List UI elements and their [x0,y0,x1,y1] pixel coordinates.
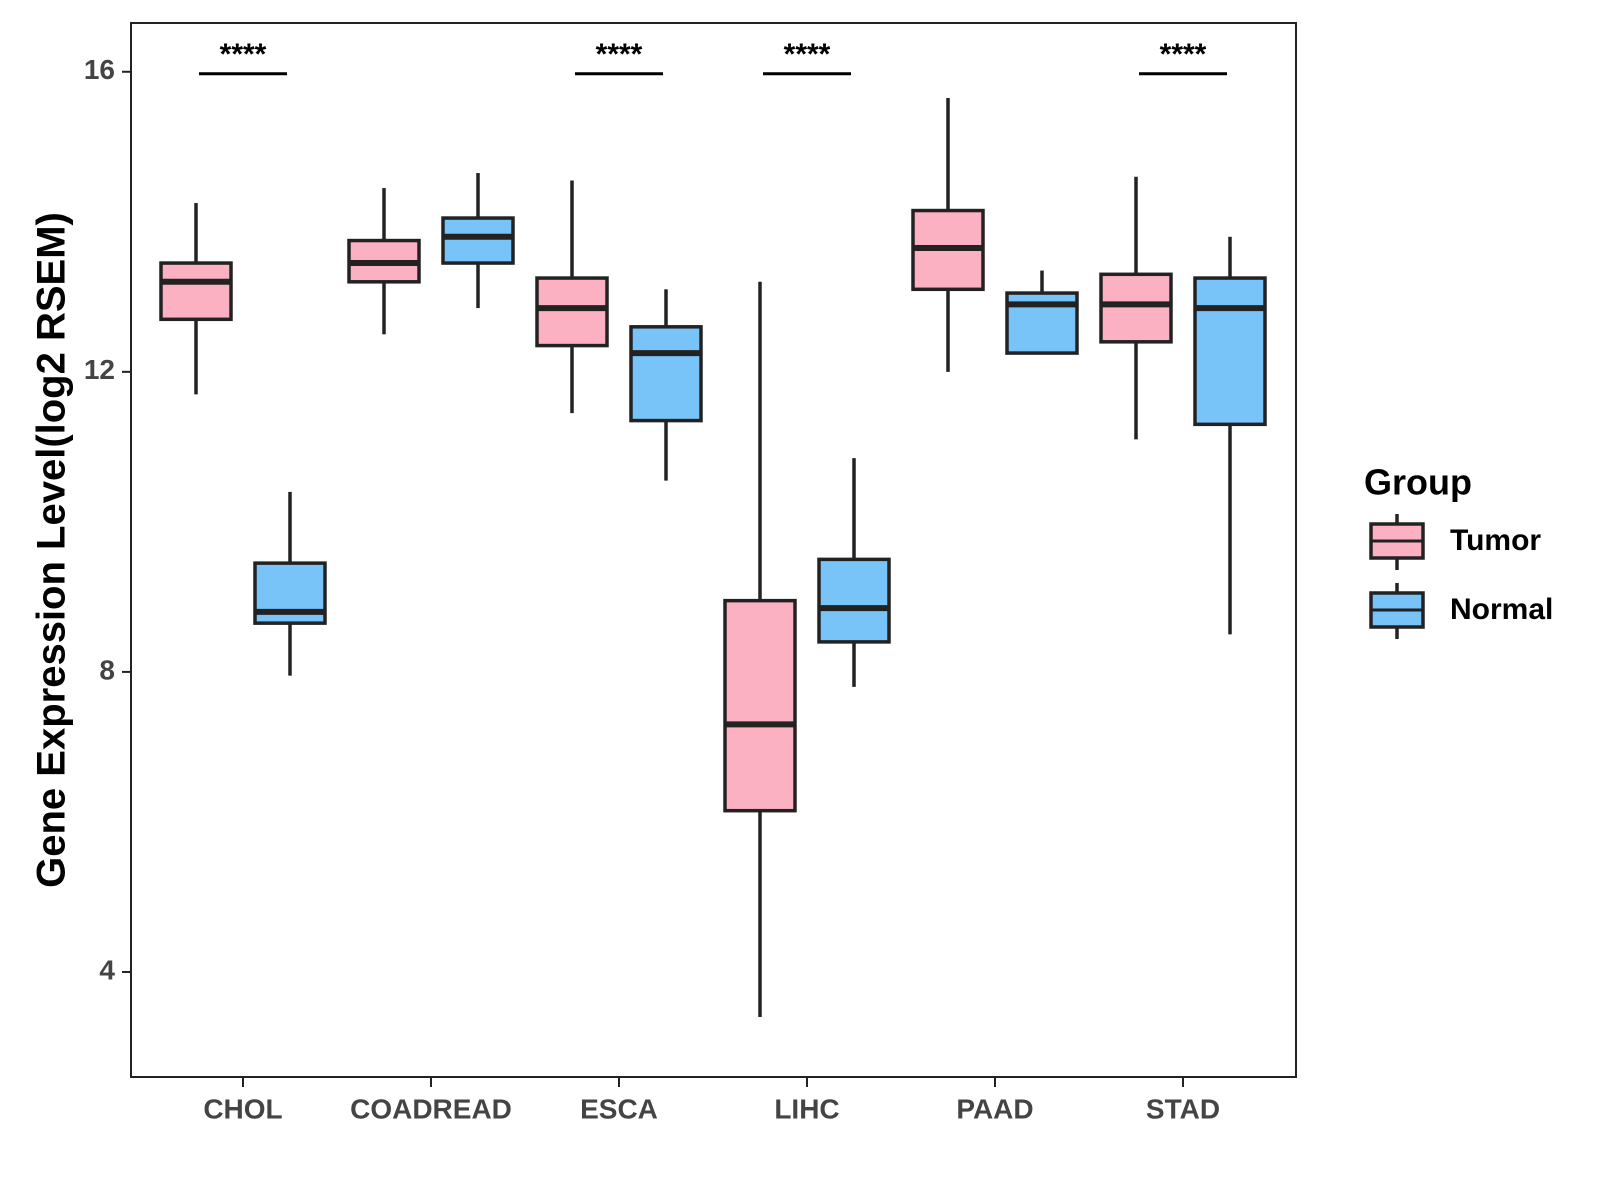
box-tumor-coadread [347,188,421,335]
box-normal-coadread [441,173,515,309]
x-tick-label: CHOL [203,1093,282,1124]
significance-lihc: **** [763,38,851,76]
y-tick-label: 4 [99,954,115,985]
series-normal [253,173,1267,687]
box-iqr [817,557,891,644]
legend-item-tumor: Tumor [1369,514,1541,570]
box-normal-stad [1193,236,1267,635]
x-axis: CHOL COADREAD ESCA LIHC PAAD STAD [203,1077,1220,1124]
box-iqr [1099,272,1173,344]
significance-label: **** [596,38,643,71]
x-tick-label: STAD [1146,1093,1220,1124]
box-iqr [1193,276,1267,427]
box-tumor-paad [911,98,985,372]
x-tick-label: LIHC [774,1093,839,1124]
box-tumor-esca [535,180,609,414]
legend: Group Tumor Normal [1364,462,1553,639]
box-normal-chol [253,491,327,676]
series-tumor [159,98,1173,1017]
significance-stad: **** [1139,38,1227,76]
box-normal-lihc [817,458,891,687]
box-iqr [723,598,797,813]
box-iqr [441,216,515,265]
significance-esca: **** [575,38,663,76]
legend-title: Group [1364,462,1472,503]
y-tick-label: 16 [84,54,115,85]
box-normal-paad [1005,270,1079,355]
y-axis-title: Gene Expression Level(log2 RSEM) [30,212,74,888]
box-iqr [535,276,609,348]
x-tick-label: COADREAD [350,1093,512,1124]
significance-label: **** [220,38,267,71]
box-tumor-lihc [723,281,797,1017]
x-tick-label: PAAD [956,1093,1033,1124]
x-tick-label: ESCA [580,1093,658,1124]
significance-label: **** [784,38,831,71]
box-iqr [159,261,233,322]
significance-chol: **** [199,38,287,76]
y-tick-label: 8 [99,654,115,685]
box-normal-esca [629,289,703,481]
legend-label: Tumor [1450,524,1541,557]
y-tick-label: 12 [84,354,115,385]
legend-item-normal: Normal [1369,583,1553,639]
significance-annotations: **** **** **** **** [199,38,1227,76]
box-series [159,98,1267,1017]
box-tumor-chol [159,203,233,395]
significance-label: **** [1160,38,1207,71]
box-iqr [629,325,703,423]
y-axis: 4 8 12 16 [84,54,131,985]
box-tumor-stad [1099,176,1173,440]
legend-label: Normal [1450,593,1553,626]
plot-panel-border [130,22,1297,1078]
